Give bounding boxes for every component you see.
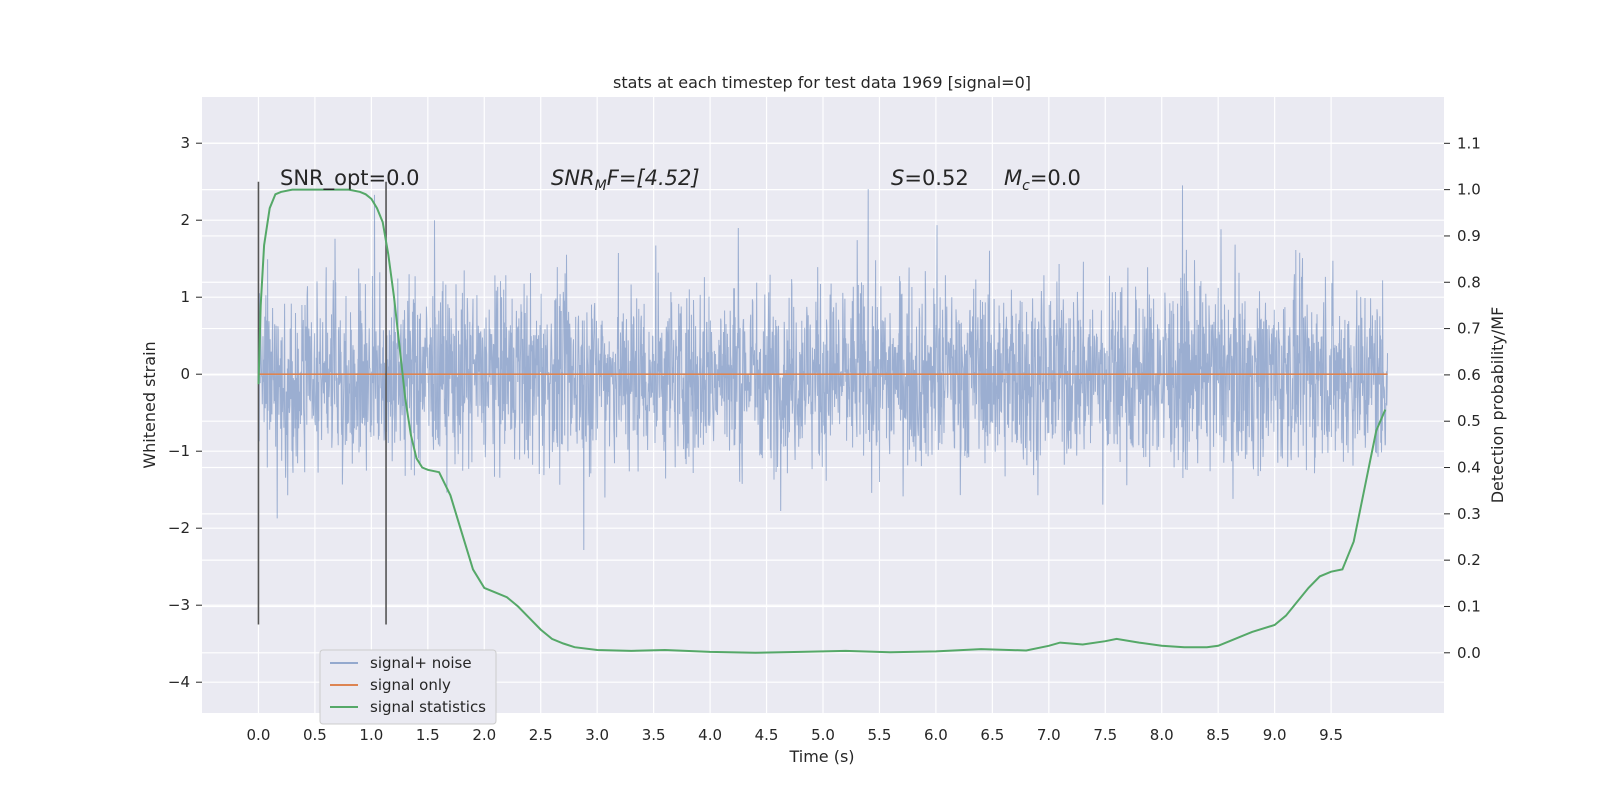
legend: signal+ noise signal only signal statist…	[319, 649, 497, 725]
mc-value: =0.0	[1030, 166, 1081, 190]
x-tick-label: 2.5	[529, 726, 553, 744]
s-value: =0.52	[904, 166, 968, 190]
x-ticks: 0.0 0.5 1.0 1.5 2.0 2.5 3.0 3.5 4.0 4.5 5.0 5.5 6.0 6…	[247, 726, 1343, 744]
mc-sub: c	[1022, 178, 1030, 194]
x-tick-label: 9.0	[1263, 726, 1287, 744]
x-tick-label: 6.5	[980, 726, 1004, 744]
vertical-markers	[257, 181, 387, 625]
y-tick-label: −3	[168, 596, 190, 614]
y2-tick-label: 0.9	[1457, 227, 1481, 245]
x-tick-label: 5.5	[868, 726, 892, 744]
x-tick-label: 1.0	[359, 726, 383, 744]
noise-series	[258, 185, 1388, 551]
y2-tick-label: 1.1	[1457, 134, 1481, 152]
snr-mf-annotation: SNRMF=[4.52]	[551, 166, 700, 194]
legend-label-stats: signal statistics	[370, 698, 486, 716]
x-tick-label: 8.5	[1206, 726, 1230, 744]
x-tick-label: 0.5	[303, 726, 327, 744]
statistics-series	[257, 188, 1387, 654]
y-tick-label: −1	[168, 442, 190, 460]
snr-mf-rest: F=[4.52]	[607, 166, 700, 190]
y-tick-label: 0	[180, 365, 190, 383]
legend-box	[319, 649, 497, 725]
y-tick-label: 2	[180, 211, 190, 229]
x-tick-label: 1.5	[416, 726, 440, 744]
x-tick-label: 0.0	[247, 726, 271, 744]
snr-mf-main: SNR	[551, 166, 595, 190]
s-annotation: S=0.52	[891, 166, 969, 190]
y2-tick-label: 1.0	[1457, 181, 1481, 199]
y-tick-label: −2	[168, 519, 190, 537]
y2-tick-label: 0.3	[1457, 505, 1481, 523]
x-tick-label: 6.0	[924, 726, 948, 744]
y-axis-label: Whitened strain	[140, 341, 159, 468]
snr-mf-sub: M	[595, 178, 607, 194]
y2-tick-label: 0.2	[1457, 551, 1481, 569]
y-ticks: 3 2 1 0 −1 −2 −3 −4	[168, 134, 202, 691]
y-tick-label: 1	[180, 288, 190, 306]
y2-tick-label: 0.0	[1457, 644, 1481, 662]
x-tick-label: 7.0	[1037, 726, 1061, 744]
x-tick-label: 9.5	[1319, 726, 1343, 744]
y2-tick-label: 0.5	[1457, 412, 1481, 430]
mc-label: M	[1004, 166, 1022, 190]
y2-tick-label: 0.7	[1457, 320, 1481, 338]
mc-annotation: Mc=0.0	[1004, 166, 1081, 194]
s-label: S	[891, 166, 904, 190]
x-tick-label: 5.0	[811, 726, 835, 744]
y2-axis-label: Detection probability/MF	[1488, 307, 1507, 504]
x-tick-label: 8.0	[1150, 726, 1174, 744]
chart-title: stats at each timestep for test data 196…	[613, 73, 1031, 92]
x-axis-label: Time (s)	[788, 747, 854, 766]
y-tick-label: 3	[180, 134, 190, 152]
x-tick-label: 2.0	[472, 726, 496, 744]
x-tick-label: 4.5	[755, 726, 779, 744]
y2-tick-label: 0.6	[1457, 366, 1481, 384]
noise-trace	[258, 185, 1388, 551]
x-tick-label: 7.5	[1093, 726, 1117, 744]
legend-label-noise: signal+ noise	[370, 654, 472, 672]
x-tick-label: 3.5	[642, 726, 666, 744]
statistics-line	[257, 188, 1387, 654]
x-tick-label: 4.0	[698, 726, 722, 744]
snr-opt-annotation: SNR_opt=0.0	[280, 166, 420, 191]
x-tick-label: 3.0	[585, 726, 609, 744]
y2-tick-label: 0.8	[1457, 273, 1481, 291]
y2-tick-label: 0.4	[1457, 459, 1481, 477]
y2-ticks: 1.1 1.0 0.9 0.8 0.7 0.6 0.5 0.4 0.3 0.2 0.1 0.0	[1444, 134, 1481, 662]
legend-label-signal: signal only	[370, 676, 451, 694]
y-tick-label: −4	[168, 673, 190, 691]
y2-tick-label: 0.1	[1457, 597, 1481, 615]
